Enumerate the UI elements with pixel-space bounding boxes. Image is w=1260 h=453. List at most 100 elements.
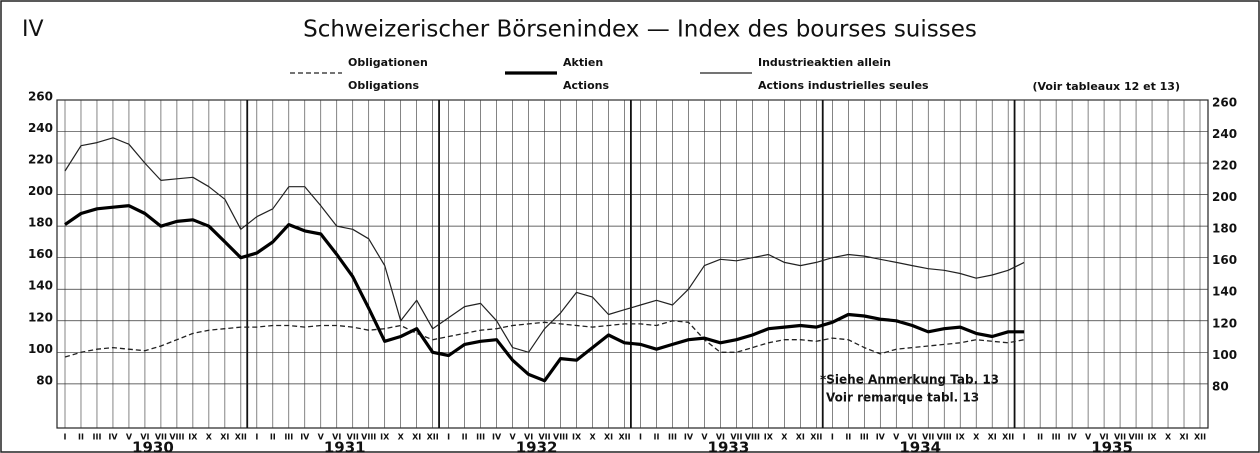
x-tick-label: XI (796, 433, 805, 442)
x-tick-label: V (126, 433, 133, 442)
x-tick-label: I (64, 433, 67, 442)
x-tick-label: I (831, 433, 834, 442)
x-tick-label: X (973, 433, 980, 442)
x-tick-label: VIII (169, 433, 184, 442)
x-tick-label: IV (684, 433, 694, 442)
x-tick-label: III (93, 433, 102, 442)
x-tick-label: X (398, 433, 405, 442)
x-tick-label: VI (908, 433, 917, 442)
y2-tick-label: 260 (1212, 96, 1237, 110)
x-tick-label: XII (810, 433, 822, 442)
x-tick-label: I (255, 433, 258, 442)
year-label: 1931 (324, 439, 366, 453)
x-tick-label: IV (300, 433, 310, 442)
series-line (64, 320, 1025, 358)
x-tick-label: IX (188, 433, 198, 442)
x-tick-label: VIII (553, 433, 568, 442)
x-tick-label: XI (412, 433, 421, 442)
annotation: *Siehe Anmerkung Tab. 13 (820, 373, 999, 387)
series-line (64, 137, 1025, 353)
y-tick-label: 80 (36, 373, 53, 387)
x-tick-label: VII (922, 433, 934, 442)
y2-tick-label: 160 (1212, 253, 1237, 267)
y-tick-label: 220 (28, 153, 53, 167)
x-tick-label: VII (730, 433, 742, 442)
y2-tick-label: 200 (1212, 190, 1237, 204)
x-tick-label: III (284, 433, 293, 442)
x-tick-label: IV (876, 433, 886, 442)
x-tick-label: IX (1147, 433, 1157, 442)
y2-tick-label: 220 (1212, 159, 1237, 173)
y-tick-label: 160 (28, 247, 53, 261)
x-tick-label: I (639, 433, 642, 442)
y2-tick-label: 100 (1212, 348, 1237, 362)
x-tick-label: V (318, 433, 325, 442)
x-tick-label: III (476, 433, 485, 442)
x-tick-label: VII (347, 433, 359, 442)
x-tick-label: XI (1179, 433, 1188, 442)
x-tick-label: XI (220, 433, 229, 442)
annotation: Voir remarque tabl. 13 (826, 391, 979, 405)
legend-label: Actions industrielles seules (758, 79, 929, 92)
x-tick-label: XII (427, 433, 439, 442)
x-tick-label: VIII (937, 433, 952, 442)
x-tick-label: VI (524, 433, 533, 442)
annotation-box (815, 368, 1005, 410)
x-tick-label: VII (1114, 433, 1126, 442)
x-tick-label: IX (572, 433, 582, 442)
x-tick-label: II (654, 433, 660, 442)
x-tick-label: X (1165, 433, 1172, 442)
x-tick-label: VII (155, 433, 167, 442)
x-tick-label: II (462, 433, 468, 442)
y-tick-label: 120 (28, 310, 53, 324)
x-tick-label: IX (380, 433, 390, 442)
x-tick-label: VI (1099, 433, 1108, 442)
x-tick-label: IX (764, 433, 774, 442)
y-tick-label: 200 (28, 184, 53, 198)
plot-area (56, 99, 1209, 429)
y2-tick-label: 120 (1212, 316, 1237, 330)
x-tick-label: I (447, 433, 450, 442)
y-tick-label: 100 (28, 342, 53, 356)
y2-tick-label: 180 (1212, 222, 1237, 236)
x-tick-label: XII (235, 433, 247, 442)
x-tick-label: VIII (745, 433, 760, 442)
x-tick-label: VIII (1128, 433, 1143, 442)
y-tick-label: 140 (28, 279, 53, 293)
x-tick-label: III (668, 433, 677, 442)
x-tick-label: V (510, 433, 517, 442)
x-tick-label: IV (1068, 433, 1078, 442)
year-label: 1934 (899, 439, 941, 453)
x-tick-label: XI (604, 433, 613, 442)
y2-tick-label: 240 (1212, 127, 1237, 141)
x-tick-label: I (1023, 433, 1026, 442)
legend-label: Actions (563, 79, 609, 92)
x-tick-label: X (589, 433, 596, 442)
panel-label: IV (22, 17, 44, 42)
year-label: 1933 (708, 439, 750, 453)
legend-label: Industrieaktien allein (758, 56, 891, 69)
x-tick-label: III (860, 433, 869, 442)
y2-tick-label: 140 (1212, 285, 1237, 299)
x-tick-label: XII (1194, 433, 1206, 442)
x-tick-label: VII (538, 433, 550, 442)
note: (Voir tableaux 12 et 13) (1032, 80, 1180, 93)
x-tick-label: X (781, 433, 788, 442)
series-line (64, 204, 1025, 383)
x-tick-label: V (1085, 433, 1092, 442)
x-tick-label: X (206, 433, 213, 442)
year-label: 1930 (132, 439, 174, 453)
x-tick-label: VIII (361, 433, 376, 442)
y-tick-label: 180 (28, 216, 53, 230)
y-tick-label: 260 (28, 90, 53, 104)
x-tick-label: II (270, 433, 276, 442)
x-tick-label: V (701, 433, 708, 442)
x-tick-label: II (78, 433, 84, 442)
legend-label: Obligationen (348, 56, 428, 69)
y2-tick-label: 80 (1212, 379, 1229, 393)
year-label: 1935 (1091, 439, 1133, 453)
x-tick-label: IX (956, 433, 966, 442)
x-tick-label: II (845, 433, 851, 442)
